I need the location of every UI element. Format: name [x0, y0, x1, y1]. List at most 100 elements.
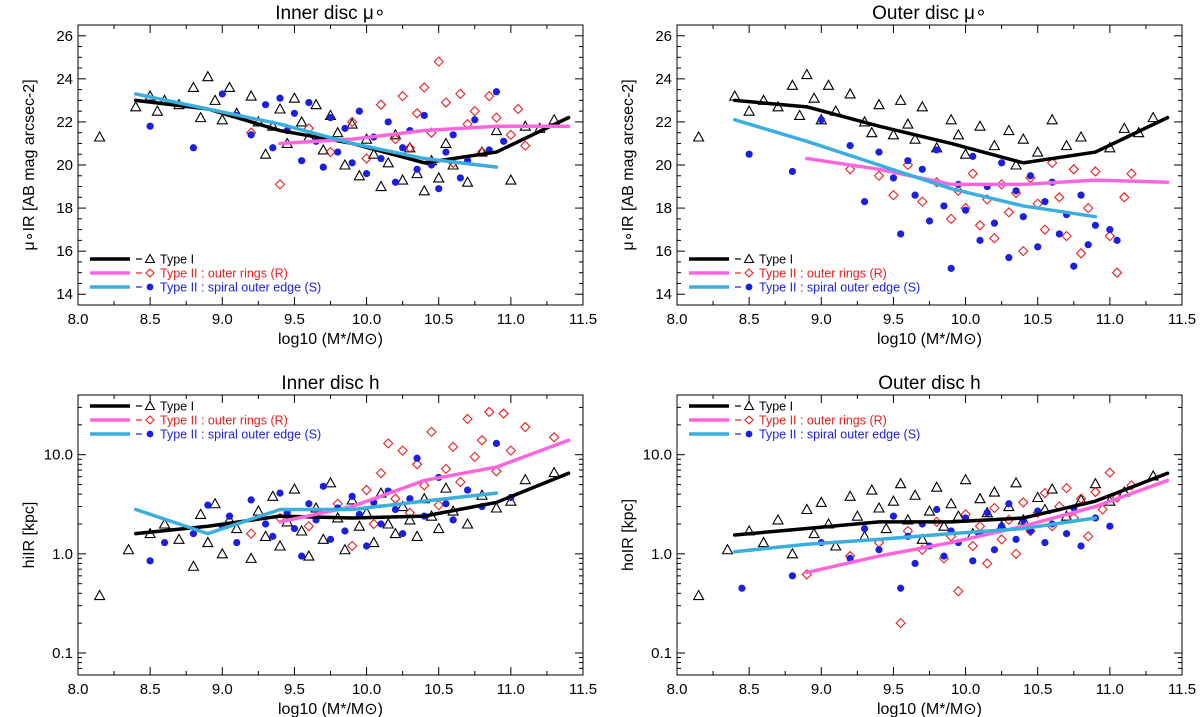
data-point-diamond: [989, 232, 1000, 244]
data-point-triangle: [974, 120, 986, 131]
data-point-triangle: [151, 105, 164, 116]
data-point-circle: [860, 524, 869, 533]
x-tick-label: 9.5: [284, 681, 305, 698]
trend-line: [732, 516, 1098, 554]
data-point-circle: [889, 512, 898, 520]
legend-label: Type II : spiral outer edge (S): [160, 428, 321, 442]
x-tick-label: 8.0: [667, 311, 688, 328]
data-point-circle: [1034, 243, 1042, 251]
data-point-triangle: [800, 68, 813, 80]
data-point-diamond: [462, 413, 473, 425]
data-point-triangle: [1031, 145, 1044, 157]
data-point-triangle: [396, 173, 409, 185]
data-point-circle: [442, 148, 450, 156]
data-point-circle: [1077, 191, 1085, 199]
data-point-diamond: [945, 213, 957, 225]
x-tick-label: 10.5: [424, 681, 453, 698]
x-tick-label: 8.0: [68, 681, 89, 698]
data-point-triangle: [800, 503, 813, 515]
data-point-triangle: [324, 476, 337, 488]
data-point-triangle: [346, 493, 359, 505]
data-point-triangle: [317, 143, 330, 155]
x-axis-label: log10 (M*/M⊙): [278, 331, 383, 348]
data-point-circle: [1012, 187, 1020, 195]
data-point-circle: [247, 496, 255, 504]
legend-label: Type I: [160, 400, 194, 414]
data-point-triangle: [815, 496, 828, 507]
x-tick-label: 8.5: [739, 311, 760, 328]
data-point-circle: [435, 185, 443, 193]
chart-panel-4: Outer disc h 8.0 8.5 9.0 9.5 10.0 10.5 11.0 11.5…: [620, 373, 1196, 717]
y-axis-label: μ∘IR [AB mag arcsec-2]: [620, 79, 637, 250]
data-point-circle: [420, 111, 428, 120]
data-point-diamond: [476, 434, 488, 446]
data-point-diamond: [1054, 192, 1065, 203]
data-point-triangle: [692, 130, 705, 142]
data-point-diamond: [397, 445, 408, 456]
data-point-circle: [334, 148, 342, 156]
x-tick-label: 11.5: [569, 681, 597, 698]
data-point-diamond: [1068, 164, 1080, 175]
data-point-circle: [500, 137, 508, 145]
data-point-triangle: [988, 485, 1001, 497]
data-point-diamond: [455, 88, 466, 100]
data-point-diamond: [974, 520, 986, 532]
data-point-diamond: [1126, 168, 1137, 179]
data-point-triangle: [259, 148, 272, 159]
data-point-diamond: [1097, 504, 1108, 515]
data-point-diamond: [404, 142, 416, 154]
data-point-triangle: [909, 133, 922, 144]
data-point-circle: [860, 198, 869, 206]
data-point-diamond: [967, 540, 979, 552]
data-point-triangle: [353, 169, 366, 181]
trend-line: [133, 98, 571, 165]
y-tick-label: 26: [655, 28, 672, 45]
legend-label: Type I: [160, 253, 194, 267]
data-point-triangle: [923, 504, 936, 516]
data-point-circle: [269, 532, 277, 540]
data-point-triangle: [1118, 122, 1131, 133]
legend-label: Type I: [759, 253, 793, 267]
data-point-diamond: [382, 438, 394, 449]
data-point-triangle: [504, 495, 517, 506]
data-point-triangle: [230, 522, 243, 534]
data-point-diamond: [390, 493, 401, 504]
chart-title: Outer disc μ∘: [872, 3, 987, 24]
data-point-circle: [897, 584, 905, 592]
data-point-circle: [911, 559, 919, 568]
data-point-diamond: [1039, 487, 1051, 499]
data-point-triangle: [338, 543, 351, 555]
data-point-diamond: [1111, 267, 1123, 278]
data-point-triangle: [274, 102, 286, 114]
data-point-triangle: [808, 92, 821, 103]
trend-line: [805, 156, 1170, 187]
data-point-diamond: [1082, 531, 1094, 542]
data-point-triangle: [851, 510, 864, 521]
data-point-circle: [276, 489, 284, 497]
data-point-triangle: [295, 524, 308, 536]
data-point-circle: [969, 557, 977, 565]
data-point-triangle: [844, 490, 857, 501]
x-tick-label: 8.0: [68, 311, 89, 328]
data-point-diamond: [346, 540, 358, 552]
data-point-circle: [911, 191, 919, 199]
data-point-triangle: [786, 79, 799, 90]
data-point-diamond: [346, 116, 358, 128]
data-point-triangle: [266, 490, 279, 501]
y-tick-label: 16: [56, 243, 73, 260]
data-point-triangle: [772, 100, 784, 112]
data-point-diamond: [491, 466, 502, 477]
data-point-diamond: [1003, 207, 1015, 218]
data-point-triangle: [1031, 491, 1044, 503]
y-tick-label: 26: [56, 28, 73, 45]
data-point-circle: [1106, 226, 1114, 234]
data-point-circle: [1005, 254, 1013, 262]
chart-title: Inner disc h: [281, 373, 379, 394]
data-point-triangle: [418, 184, 431, 196]
x-tick-label: 11.5: [1168, 681, 1196, 698]
data-point-circle: [1091, 221, 1100, 229]
data-point-triangle: [216, 547, 229, 559]
data-point-triangle: [945, 113, 958, 125]
data-point-triangle: [945, 497, 958, 509]
data-point-circle: [189, 144, 198, 152]
